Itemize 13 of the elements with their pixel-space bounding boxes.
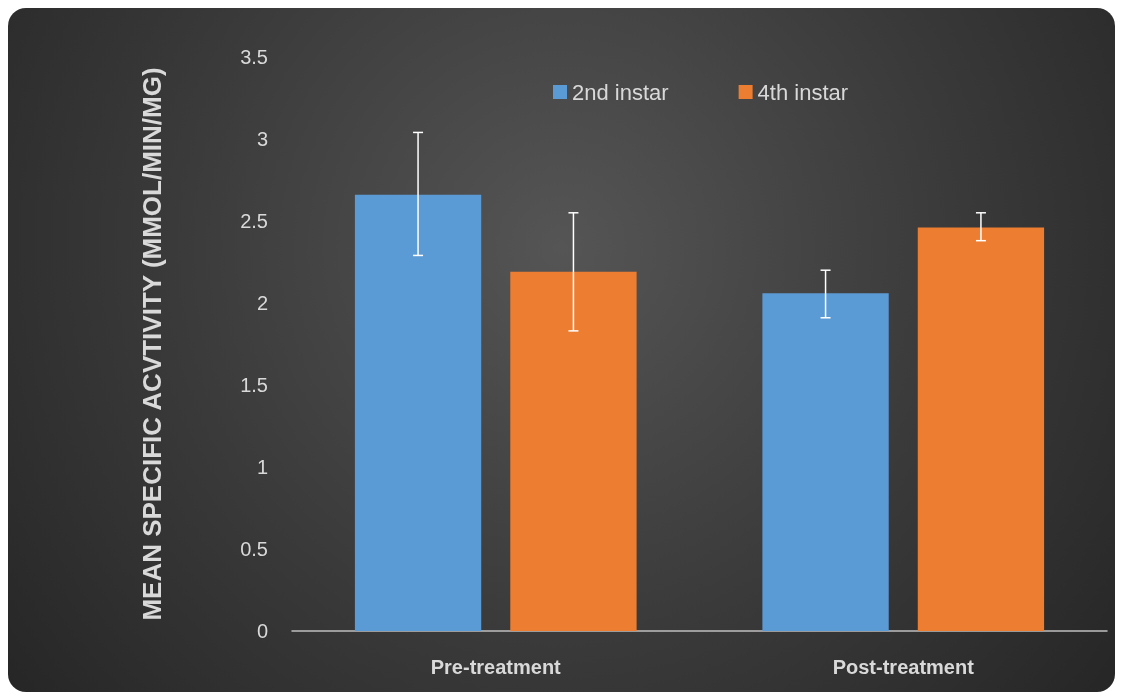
y-tick-label: 1 [256, 456, 268, 478]
y-axis-title: MEAN SPECIFIC ACVTIVITY (MMOL/MIN/MG) [137, 67, 167, 621]
y-tick-label: 3 [256, 128, 268, 150]
y-tick-label: 2 [256, 292, 268, 314]
x-tick-label: Post-treatment [832, 656, 975, 678]
legend-label: 4th instar [757, 79, 849, 105]
y-tick-label: 3.5 [240, 46, 268, 68]
x-tick-label: Pre-treatment [430, 656, 562, 678]
y-tick-label: 1.5 [240, 374, 268, 396]
legend-label: 2nd instar [572, 79, 669, 105]
y-tick-label: 0 [256, 620, 268, 642]
y-tick-label: 0.5 [240, 538, 268, 560]
y-tick-label: 2.5 [240, 210, 268, 232]
